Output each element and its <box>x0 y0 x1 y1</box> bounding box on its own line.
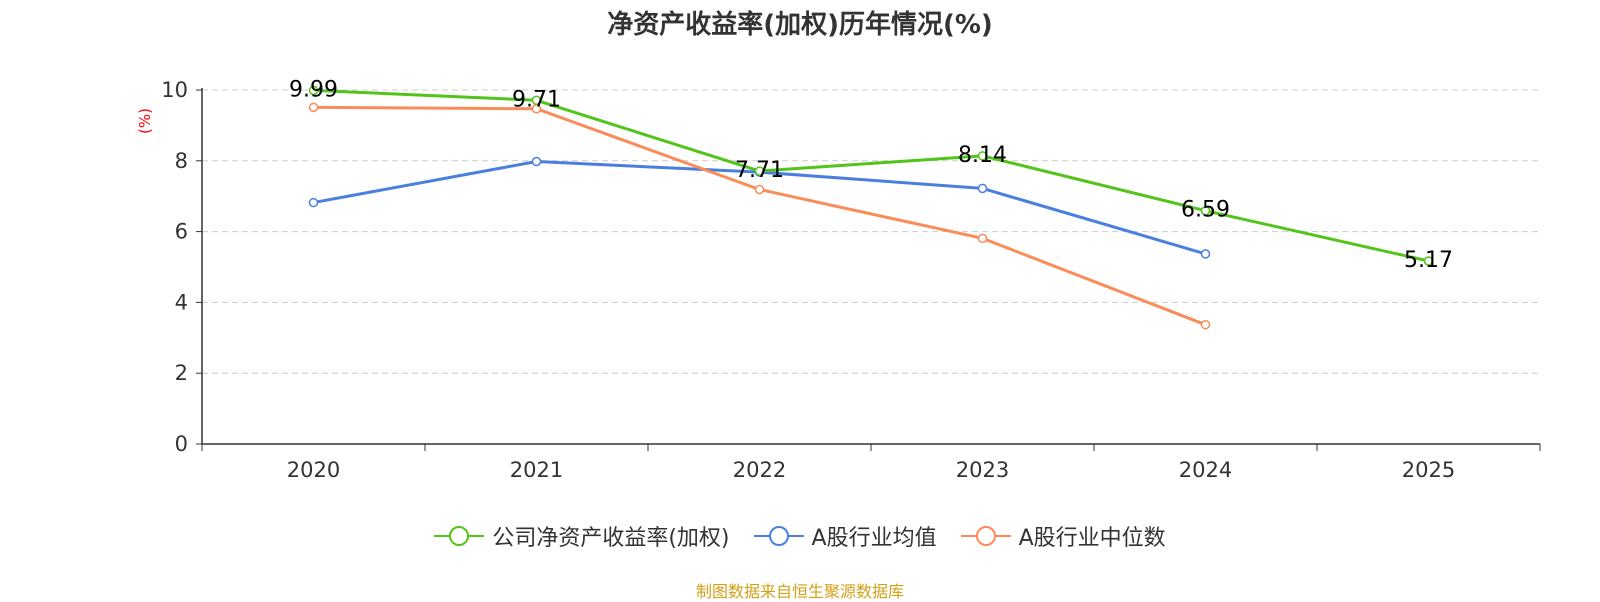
series-1-point-2024 <box>1200 249 1211 259</box>
series-0-point-2021 <box>531 95 542 106</box>
y-tick-label-6: 6 <box>175 220 188 244</box>
series-1-point-2023 <box>977 183 988 194</box>
series-0-point-2023 <box>977 151 988 161</box>
data-label-2024: 6.59 <box>1181 198 1230 223</box>
data-label-2025: 5.17 <box>1404 248 1453 273</box>
chart-title: 净资产收益率(加权)历年情况(%) <box>607 10 993 40</box>
legend-marker-industry-median <box>960 526 1011 546</box>
series-0-point-2022 <box>754 166 765 176</box>
series-0-point-2025 <box>1423 256 1434 266</box>
y-tick-label-10: 10 <box>161 78 188 102</box>
series-2-point-2020 <box>308 102 319 113</box>
data-label-2020: 9.99 <box>289 77 338 102</box>
legend: 公司净资产收益率(加权) A股行业均值 A股行业中位数 <box>0 520 1600 552</box>
x-tick-label-2024: 2024 <box>1179 458 1232 482</box>
legend-item-company[interactable]: 公司净资产收益率(加权) <box>434 520 730 552</box>
series-1-point-2021 <box>531 156 542 167</box>
x-tick-label-2022: 2022 <box>733 458 786 482</box>
legend-item-industry-median[interactable]: A股行业中位数 <box>960 520 1166 552</box>
legend-label-industry-median: A股行业中位数 <box>1018 526 1166 551</box>
series-2-point-2023 <box>977 233 988 244</box>
y-tick-label-4: 4 <box>175 290 188 314</box>
series-2-point-2024 <box>1200 319 1211 330</box>
y-tick-label-0: 0 <box>175 432 188 456</box>
legend-label-industry-mean: A股行业均值 <box>811 526 937 551</box>
line-chart: 0 2 4 6 8 10 2020 2021 2022 2023 2024 2025 9.99 9.71 7… <box>161 77 1541 482</box>
data-source-note: 制图数据来自恒生聚源数据库 <box>695 582 904 601</box>
data-label-2021: 9.71 <box>512 87 561 112</box>
x-tick-label-2021: 2021 <box>510 458 563 482</box>
y-tick-label-8: 8 <box>175 149 188 173</box>
series-2-point-2022 <box>754 184 765 195</box>
data-label-2023: 8.14 <box>958 143 1007 168</box>
legend-marker-company <box>434 526 485 546</box>
series-0-point-2020 <box>308 85 319 96</box>
data-label-2022: 7.71 <box>735 158 784 183</box>
x-tick-label-2023: 2023 <box>956 458 1009 482</box>
y-tick-label-2: 2 <box>175 361 188 385</box>
legend-marker-industry-mean <box>753 526 804 546</box>
legend-item-industry-mean[interactable]: A股行业均值 <box>753 520 937 552</box>
series-line-0 <box>313 88 1429 263</box>
x-tick-label-2025: 2025 <box>1402 458 1455 482</box>
legend-label-company: 公司净资产收益率(加权) <box>492 526 730 551</box>
series-0-point-2024 <box>1200 205 1211 216</box>
series-1-point-2020 <box>308 197 319 208</box>
x-tick-label-2020: 2020 <box>287 458 340 482</box>
